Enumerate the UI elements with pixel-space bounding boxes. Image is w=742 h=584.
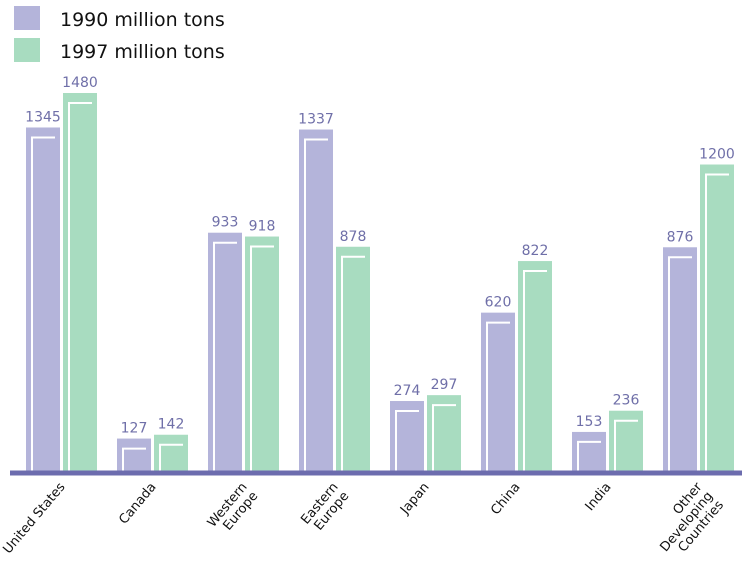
data-label: 878 — [340, 229, 367, 245]
x-tick-label: WesternEurope — [205, 480, 261, 539]
legend-label-1990: 1990 million tons — [60, 9, 225, 31]
category-labels: United States Canada WesternEurope EasternE… — [0, 479, 728, 564]
data-label: 1345 — [25, 109, 61, 125]
bar-highlight — [122, 447, 146, 471]
legend-swatch-1997 — [14, 38, 40, 62]
data-label: 1337 — [298, 112, 334, 128]
x-tick-label: Japan — [397, 480, 432, 518]
data-label: 1200 — [699, 147, 735, 163]
legend-swatch-1990 — [14, 6, 40, 30]
data-label: 153 — [576, 414, 603, 430]
bar-highlight — [395, 410, 419, 471]
bar-highlight — [68, 102, 92, 471]
bars-group: 1345 1480 127 142 933 918 1337 878 274 297 620 822 1… — [25, 75, 735, 471]
bar-highlight — [577, 440, 601, 471]
bar-highlight — [668, 256, 692, 471]
x-tick-label: OtherDevelopingCountries — [647, 479, 728, 564]
bar-highlight — [213, 241, 237, 471]
bar-highlight — [250, 245, 274, 471]
data-label: 876 — [667, 229, 694, 245]
x-tick-label: United States — [0, 480, 68, 557]
bar-highlight — [304, 138, 328, 471]
x-tick-label: EasternEurope — [298, 480, 352, 536]
bar-highlight — [486, 321, 510, 471]
data-label: 822 — [522, 243, 549, 259]
bar-highlight — [341, 255, 365, 471]
data-label: 236 — [613, 393, 640, 409]
bar-highlight — [705, 173, 729, 471]
bar-highlight — [614, 419, 638, 471]
x-tick-label: Canada — [116, 480, 159, 528]
legend: 1990 million tons 1997 million tons — [14, 6, 225, 63]
bar-highlight — [31, 136, 55, 471]
x-tick-label: India — [583, 480, 615, 514]
bar-highlight — [523, 270, 547, 471]
data-label: 933 — [212, 215, 239, 231]
data-label: 297 — [431, 377, 458, 393]
data-label: 918 — [249, 219, 276, 235]
data-label: 620 — [485, 295, 512, 311]
data-label: 142 — [158, 417, 185, 433]
data-label: 1480 — [62, 75, 98, 91]
x-tick-label: China — [488, 480, 523, 518]
data-label: 127 — [121, 421, 148, 437]
legend-label-1997: 1997 million tons — [60, 41, 225, 63]
bar-highlight — [432, 404, 456, 471]
bar-highlight — [159, 443, 183, 471]
data-label: 274 — [394, 383, 421, 399]
